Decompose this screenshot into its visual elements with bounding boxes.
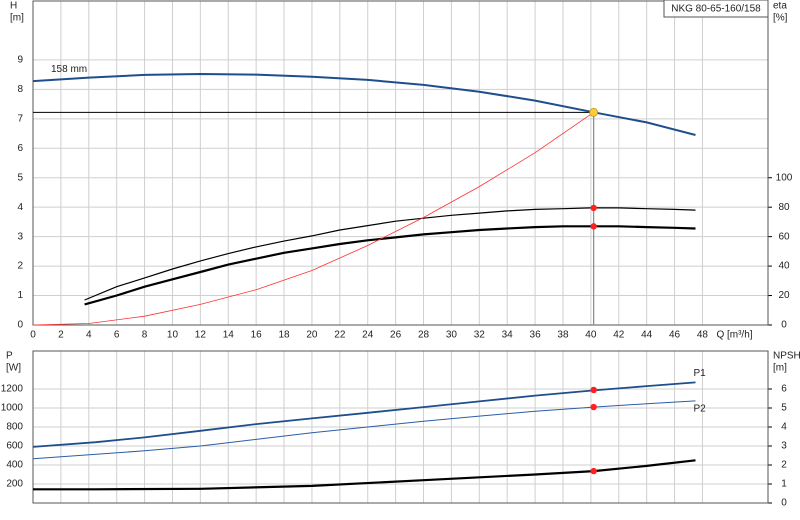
curve (33, 459, 696, 491)
x-tick-label: 12 (195, 330, 207, 341)
plot-frame (32, 350, 769, 504)
curve (84, 207, 696, 301)
curve (32, 111, 594, 326)
y-tick-label: 400 (6, 460, 23, 471)
curve (32, 381, 696, 448)
x-tick-label: 30 (446, 330, 458, 341)
y2-tick-label: 0 (781, 320, 787, 331)
x-tick-label: 6 (114, 330, 120, 341)
y-tick-label: 8 (17, 84, 23, 95)
duty-point (589, 108, 598, 117)
x-tick-label: 32 (474, 330, 486, 341)
curve (32, 72, 696, 136)
y2-tick-label: 3 (781, 441, 787, 452)
plot-frame (32, 0, 769, 326)
curve-label: P2 (693, 404, 706, 415)
operating-point (590, 204, 597, 212)
y2-tick-label: 2 (781, 460, 787, 471)
curve (84, 225, 696, 306)
y-tick-label: 1200 (1, 384, 24, 395)
curve-label: P1 (693, 368, 706, 379)
x-tick-label: 2 (58, 330, 64, 341)
y2-axis-label: eta (773, 1, 787, 12)
x-tick-label: 34 (502, 330, 514, 341)
y-tick-label: 0 (17, 320, 23, 331)
x-tick-label: 22 (334, 330, 346, 341)
x-tick-label: 38 (557, 330, 569, 341)
operating-point (590, 386, 597, 394)
y2-tick-label: 80 (778, 202, 790, 213)
x-tick-label: 24 (362, 330, 374, 341)
x-tick-label: 0 (30, 330, 36, 341)
y-tick-label: 7 (17, 113, 23, 124)
operating-point (590, 403, 597, 411)
y-tick-label: 200 (6, 479, 23, 490)
y-axis-label: H (10, 1, 17, 12)
y2-axis-label: [m] (773, 363, 787, 374)
y2-tick-label: 0 (781, 498, 787, 509)
y-tick-label: 3 (17, 231, 23, 242)
x-tick-label: 36 (530, 330, 542, 341)
y2-tick-label: 40 (778, 261, 790, 272)
y-axis-label: [W] (6, 363, 21, 374)
x-tick-label: 44 (641, 330, 653, 341)
curve-label: 158 mm (51, 64, 87, 75)
title-box (663, 0, 769, 18)
y-tick-label: 1 (17, 290, 23, 301)
y2-tick-label: 6 (781, 384, 787, 395)
y-tick-label: 800 (6, 422, 23, 433)
x-tick-label: 4 (86, 330, 92, 341)
x-tick-label: 42 (613, 330, 625, 341)
y-tick-label: 6 (17, 143, 23, 154)
x-tick-label: 20 (306, 330, 318, 341)
curve (32, 400, 696, 460)
y2-tick-label: 100 (776, 172, 793, 183)
x-tick-label: 10 (167, 330, 179, 341)
chart-title: NKG 80-65-160/158 (671, 4, 761, 15)
x-tick-label: 28 (418, 330, 430, 341)
x-axis-label: Q [m³/h] (716, 330, 752, 341)
y2-tick-label: 5 (781, 403, 787, 414)
x-tick-label: 14 (223, 330, 235, 341)
y2-axis-label: [%] (773, 13, 788, 24)
operating-point (590, 223, 597, 230)
operating-point (590, 467, 597, 475)
y-tick-label: 9 (17, 55, 23, 66)
y-tick-label: 2 (17, 261, 23, 272)
y-tick-label: 600 (6, 441, 23, 452)
y-tick-label: 1000 (1, 403, 24, 414)
x-tick-label: 46 (669, 330, 681, 341)
y2-tick-label: 20 (778, 290, 790, 301)
x-tick-label: 26 (390, 330, 402, 341)
y2-tick-label: 1 (781, 479, 787, 490)
x-tick-label: 18 (278, 330, 290, 341)
y-tick-label: 5 (17, 172, 23, 183)
y-axis-label: [m] (10, 13, 24, 24)
y2-tick-label: 4 (781, 422, 787, 433)
y2-tick-label: 60 (778, 231, 790, 242)
x-tick-label: 40 (585, 330, 597, 341)
x-tick-label: 16 (251, 330, 263, 341)
y-axis-label: P (6, 351, 13, 362)
y2-axis-label: NPSH (773, 351, 800, 362)
x-tick-label: 48 (697, 330, 709, 341)
y-tick-label: 4 (17, 202, 23, 213)
x-tick-label: 8 (142, 330, 148, 341)
